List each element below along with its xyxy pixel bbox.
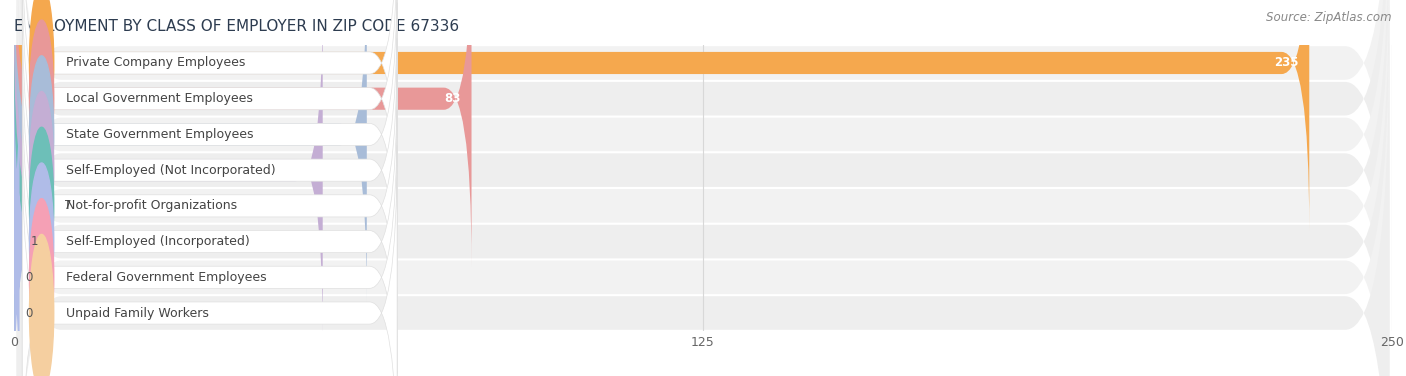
Text: 235: 235 xyxy=(1274,56,1298,70)
FancyBboxPatch shape xyxy=(22,110,396,376)
Text: Source: ZipAtlas.com: Source: ZipAtlas.com xyxy=(1267,11,1392,24)
Text: Private Company Employees: Private Company Employees xyxy=(66,56,246,70)
FancyBboxPatch shape xyxy=(17,0,1389,376)
Text: Not-for-profit Organizations: Not-for-profit Organizations xyxy=(66,199,238,212)
Text: EMPLOYMENT BY CLASS OF EMPLOYER IN ZIP CODE 67336: EMPLOYMENT BY CLASS OF EMPLOYER IN ZIP C… xyxy=(14,19,460,34)
Text: Self-Employed (Not Incorporated): Self-Employed (Not Incorporated) xyxy=(66,164,276,177)
FancyBboxPatch shape xyxy=(22,74,396,376)
Text: 64: 64 xyxy=(339,128,356,141)
Text: Federal Government Employees: Federal Government Employees xyxy=(66,271,267,284)
Text: Local Government Employees: Local Government Employees xyxy=(66,92,253,105)
FancyBboxPatch shape xyxy=(17,0,1389,376)
FancyBboxPatch shape xyxy=(17,0,1389,332)
Circle shape xyxy=(30,0,53,142)
Text: 0: 0 xyxy=(25,306,32,320)
FancyBboxPatch shape xyxy=(22,3,396,338)
FancyBboxPatch shape xyxy=(17,0,1389,376)
FancyBboxPatch shape xyxy=(22,0,396,302)
Text: 7: 7 xyxy=(63,199,72,212)
Circle shape xyxy=(30,235,53,376)
Circle shape xyxy=(30,20,53,177)
FancyBboxPatch shape xyxy=(14,0,471,266)
FancyBboxPatch shape xyxy=(17,0,1389,376)
Text: State Government Employees: State Government Employees xyxy=(66,128,254,141)
FancyBboxPatch shape xyxy=(22,146,396,376)
FancyBboxPatch shape xyxy=(22,38,396,373)
FancyBboxPatch shape xyxy=(0,74,42,376)
Text: 0: 0 xyxy=(25,271,32,284)
FancyBboxPatch shape xyxy=(14,38,52,373)
FancyBboxPatch shape xyxy=(14,3,323,338)
Text: 1: 1 xyxy=(31,235,38,248)
Circle shape xyxy=(30,127,53,285)
Text: 56: 56 xyxy=(295,164,312,177)
Text: Unpaid Family Workers: Unpaid Family Workers xyxy=(66,306,209,320)
FancyBboxPatch shape xyxy=(14,0,1309,230)
FancyBboxPatch shape xyxy=(17,44,1389,376)
FancyBboxPatch shape xyxy=(17,0,1389,368)
FancyBboxPatch shape xyxy=(14,0,367,302)
Text: Self-Employed (Incorporated): Self-Employed (Incorporated) xyxy=(66,235,250,248)
Circle shape xyxy=(30,163,53,320)
FancyBboxPatch shape xyxy=(22,0,396,230)
FancyBboxPatch shape xyxy=(17,8,1389,376)
Circle shape xyxy=(30,92,53,249)
FancyBboxPatch shape xyxy=(22,0,396,266)
Circle shape xyxy=(30,56,53,213)
Circle shape xyxy=(30,199,53,356)
Text: 83: 83 xyxy=(444,92,461,105)
